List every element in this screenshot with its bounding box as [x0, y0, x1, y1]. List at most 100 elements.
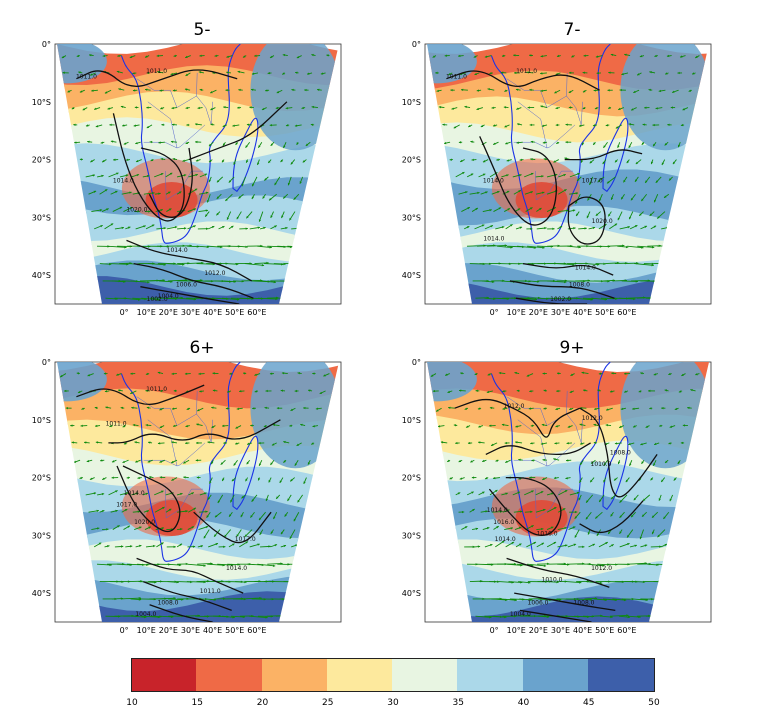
- wind-arrow-head: [115, 490, 118, 493]
- wind-arrow-head: [586, 500, 589, 503]
- wind-arrow-head: [294, 463, 297, 466]
- wind-arrow: [257, 297, 278, 300]
- wind-arrow-head: [570, 373, 573, 376]
- wind-arrow-head: [109, 424, 112, 428]
- wind-arrow-head: [592, 543, 595, 546]
- wind-arrow-head: [541, 175, 544, 178]
- wind-arrow-head: [212, 372, 215, 375]
- wind-arrow-head: [540, 72, 543, 75]
- wind-arrow-head: [185, 106, 188, 110]
- wind-arrow-head: [653, 143, 656, 147]
- wind-arrow-head: [73, 123, 76, 127]
- wind-arrow-head: [541, 423, 545, 427]
- wind-arrow-head: [222, 143, 226, 146]
- wind-arrow-head: [250, 515, 253, 518]
- wind-arrow-head: [118, 88, 121, 91]
- wind-arrow-head: [279, 480, 282, 483]
- wind-arrow-head: [145, 389, 148, 392]
- wind-arrow-head: [579, 423, 582, 426]
- wind-arrow-head: [629, 463, 632, 466]
- wind-arrow: [261, 280, 277, 283]
- isobar: [567, 196, 606, 245]
- wind-arrow-head: [171, 106, 174, 110]
- wind-arrow-head: [457, 492, 461, 495]
- wind-arrow-head: [531, 525, 534, 528]
- wind-arrow-head: [590, 479, 593, 483]
- wind-arrow: [612, 598, 627, 601]
- wind-arrow-head: [294, 279, 297, 283]
- wind-arrow-head: [186, 407, 190, 410]
- wind-arrow-head: [139, 526, 142, 529]
- shading-band: [57, 539, 339, 584]
- cool-area: [57, 362, 107, 402]
- wind-arrow-head: [650, 161, 654, 165]
- longitude-tick: 0°: [490, 626, 499, 635]
- longitude-tick: 60°E: [617, 626, 636, 635]
- wind-arrow-head: [626, 614, 629, 617]
- colorbar-cell: [196, 658, 262, 692]
- wind-arrow-head: [276, 406, 280, 410]
- wind-arrow-head: [127, 525, 130, 528]
- wind-arrow-head: [122, 460, 125, 463]
- wind-arrow-head: [179, 543, 183, 546]
- colorbar-cell: [457, 658, 523, 692]
- wind-arrow-head: [245, 245, 248, 249]
- wind-arrow-head: [171, 372, 174, 375]
- wind-arrow-head: [587, 197, 590, 201]
- longitude-tick: 30°E: [181, 308, 200, 317]
- wind-arrow-head: [501, 423, 505, 427]
- wind-arrow-head: [677, 461, 681, 465]
- wind-arrow-head: [157, 298, 160, 301]
- madagascar-coastline: [232, 435, 259, 511]
- wind-arrow-head: [490, 543, 493, 547]
- wind-arrow-head: [564, 280, 567, 284]
- wind-arrow-head: [87, 374, 91, 377]
- wind-arrow-head: [241, 496, 244, 499]
- wind-arrow-head: [290, 408, 294, 411]
- wind-arrow-head: [236, 407, 240, 410]
- wind-arrow-head: [682, 108, 686, 111]
- wind-arrow-head: [210, 123, 213, 126]
- wind-arrow: [493, 297, 510, 300]
- wind-arrow-head: [310, 123, 314, 126]
- wind-arrow-head: [464, 526, 468, 529]
- wind-arrow-head: [135, 159, 139, 163]
- wind-arrow-head: [593, 441, 597, 445]
- wind-arrow-head: [632, 407, 635, 411]
- wind-arrow-head: [196, 441, 199, 445]
- cool-area: [620, 362, 709, 469]
- isobar-label: 1004.0: [510, 611, 531, 618]
- wind-arrow: [141, 297, 160, 301]
- wind-arrow-head: [554, 91, 557, 94]
- wind-arrow-head: [436, 409, 439, 412]
- wind-arrow-head: [506, 174, 509, 177]
- wind-arrow-head: [572, 209, 576, 212]
- wind-arrow-head: [110, 140, 114, 143]
- wind-arrow-head: [111, 460, 115, 463]
- longitude-tick: 10°E: [137, 308, 156, 317]
- wind-arrow-head: [461, 510, 465, 514]
- wind-arrow-head: [226, 217, 230, 220]
- wind-arrow-head: [199, 390, 202, 393]
- wind-arrow-head: [174, 226, 178, 229]
- wind-arrow: [264, 263, 284, 265]
- wind-arrow-head: [502, 390, 505, 393]
- wind-arrow-head: [467, 207, 470, 210]
- isobar-label: 1011.0: [446, 74, 467, 81]
- wind-arrow-head: [458, 54, 461, 58]
- wind-arrow-head: [620, 407, 624, 411]
- wind-arrow: [517, 245, 537, 249]
- isobar-label: 1008.0: [574, 600, 595, 607]
- wind-arrow-head: [663, 516, 666, 519]
- wind-arrow-head: [195, 459, 198, 462]
- longitude-tick: 40°E: [573, 308, 592, 317]
- wind-arrow-head: [130, 372, 133, 375]
- wind-arrow-head: [212, 389, 216, 392]
- wind-arrow-head: [564, 490, 568, 493]
- wind-arrow-head: [593, 142, 596, 145]
- wind-arrow-head: [319, 391, 323, 394]
- wind-arrow-head: [193, 507, 196, 511]
- wind-arrow-head: [572, 263, 575, 266]
- wind-arrow-head: [320, 72, 324, 75]
- wind-arrow-head: [126, 492, 129, 495]
